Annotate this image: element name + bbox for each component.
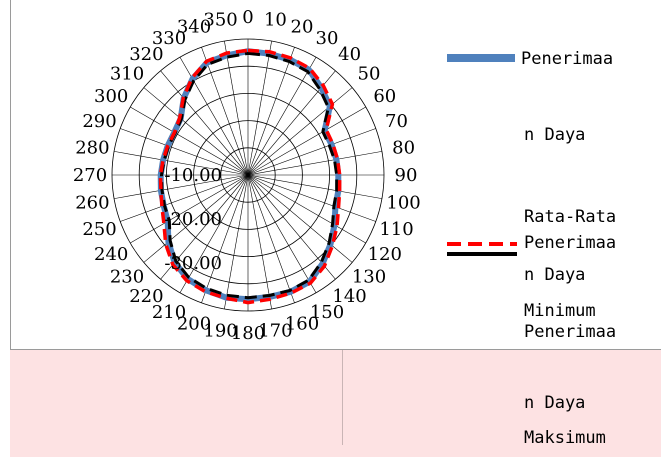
angle-label-150: 150 (310, 302, 344, 323)
angle-label-180: 180 (231, 323, 265, 344)
angle-label-60: 60 (373, 86, 396, 107)
grid-spoke (247, 41, 272, 176)
grid-spoke (201, 174, 249, 303)
grid-spoke (247, 151, 382, 176)
angle-label-80: 80 (392, 138, 415, 159)
radial-labels: -10.00 -20.00 -30.00 (164, 165, 222, 274)
angle-label-260: 260 (75, 192, 109, 213)
angle-label-350: 350 (203, 9, 237, 30)
legend-label-line6: Minimum (524, 301, 596, 321)
grid-spoke (143, 87, 249, 176)
legend-label-line2: n Daya (524, 125, 585, 145)
legend-label-line3: Rata-Rata (524, 207, 616, 227)
grid-spoke (247, 174, 353, 263)
radial-tick-label: -10.00 (164, 165, 222, 186)
legend-label-line7: Penerimaa (524, 322, 616, 342)
grid-spoke (247, 174, 366, 244)
chart-frame-bottom (10, 349, 661, 350)
series-line-rata-rata-minimum (158, 48, 342, 305)
angle-label-210: 210 (152, 302, 186, 323)
grid-spoke (179, 174, 249, 293)
grid-spoke (247, 174, 376, 222)
angle-label-310: 310 (110, 63, 144, 84)
angle-label-10: 10 (264, 9, 287, 30)
legend-label-line9: Maksimum (524, 428, 606, 448)
grid-spoke (120, 174, 249, 222)
angle-label-280: 280 (75, 138, 109, 159)
angle-label-290: 290 (82, 111, 116, 132)
legend-label-line8: n Daya (524, 393, 585, 413)
grid-spoke (224, 41, 249, 176)
series-layer (157, 48, 342, 305)
plot-area-background (10, 349, 661, 457)
grid-spoke (247, 174, 382, 199)
grid-spoke (224, 174, 249, 309)
angle-label-300: 300 (94, 86, 128, 107)
grid-spoke (201, 47, 249, 176)
angle-label-240: 240 (94, 244, 128, 265)
angle-label-320: 320 (129, 44, 163, 65)
grid-spoke (247, 128, 376, 176)
angle-label-30: 30 (316, 28, 339, 49)
angle-label-230: 230 (110, 267, 144, 288)
grid-spoke (247, 47, 295, 176)
radial-tick-label: -30.00 (164, 253, 222, 274)
angle-label-220: 220 (129, 286, 163, 307)
grid-spoke (130, 174, 249, 244)
angle-label-270: 270 (73, 165, 107, 186)
angle-label-140: 140 (332, 286, 366, 307)
angle-label-110: 110 (379, 219, 413, 240)
angle-label-120: 120 (368, 244, 402, 265)
legend-label-line4: Penerimaa (524, 233, 616, 253)
legend: Penerimaa n Daya Rata-Rata Penerimaa n D… (447, 49, 616, 448)
angle-label-190: 190 (203, 321, 237, 342)
angle-label-340: 340 (177, 17, 211, 38)
grid-spoke (143, 174, 249, 263)
grid-spoke (247, 57, 317, 176)
angle-label-40: 40 (338, 44, 361, 65)
panel-divider (342, 349, 343, 445)
angle-label-90: 90 (395, 165, 418, 186)
grid-spoke (247, 174, 272, 309)
legend-label-line1: Penerimaa (521, 49, 613, 69)
radial-tick-label: -20.00 (164, 209, 222, 230)
angle-label-330: 330 (152, 28, 186, 49)
polar-grid (111, 38, 385, 312)
grid-spoke (247, 106, 366, 176)
grid-spoke (130, 106, 249, 176)
chart-frame-left (10, 0, 11, 349)
grid-spoke (247, 174, 317, 293)
angle-label-200: 200 (177, 314, 211, 335)
angle-label-160: 160 (285, 314, 319, 335)
grid-spoke (114, 174, 249, 199)
angle-label-250: 250 (82, 219, 116, 240)
angle-label-50: 50 (358, 63, 381, 84)
angle-label-20: 20 (291, 17, 314, 38)
grid-spoke (247, 87, 353, 176)
grid-spoke (114, 151, 249, 176)
angle-label-170: 170 (258, 321, 292, 342)
angle-label-100: 100 (386, 192, 420, 213)
legend-label-line5: n Daya (524, 265, 585, 285)
angle-label-130: 130 (352, 267, 386, 288)
grid-spoke (120, 128, 249, 176)
grid-spoke (160, 70, 249, 176)
angle-label-0: 0 (242, 7, 253, 28)
angle-label-70: 70 (385, 111, 408, 132)
grid-spoke (247, 174, 295, 303)
